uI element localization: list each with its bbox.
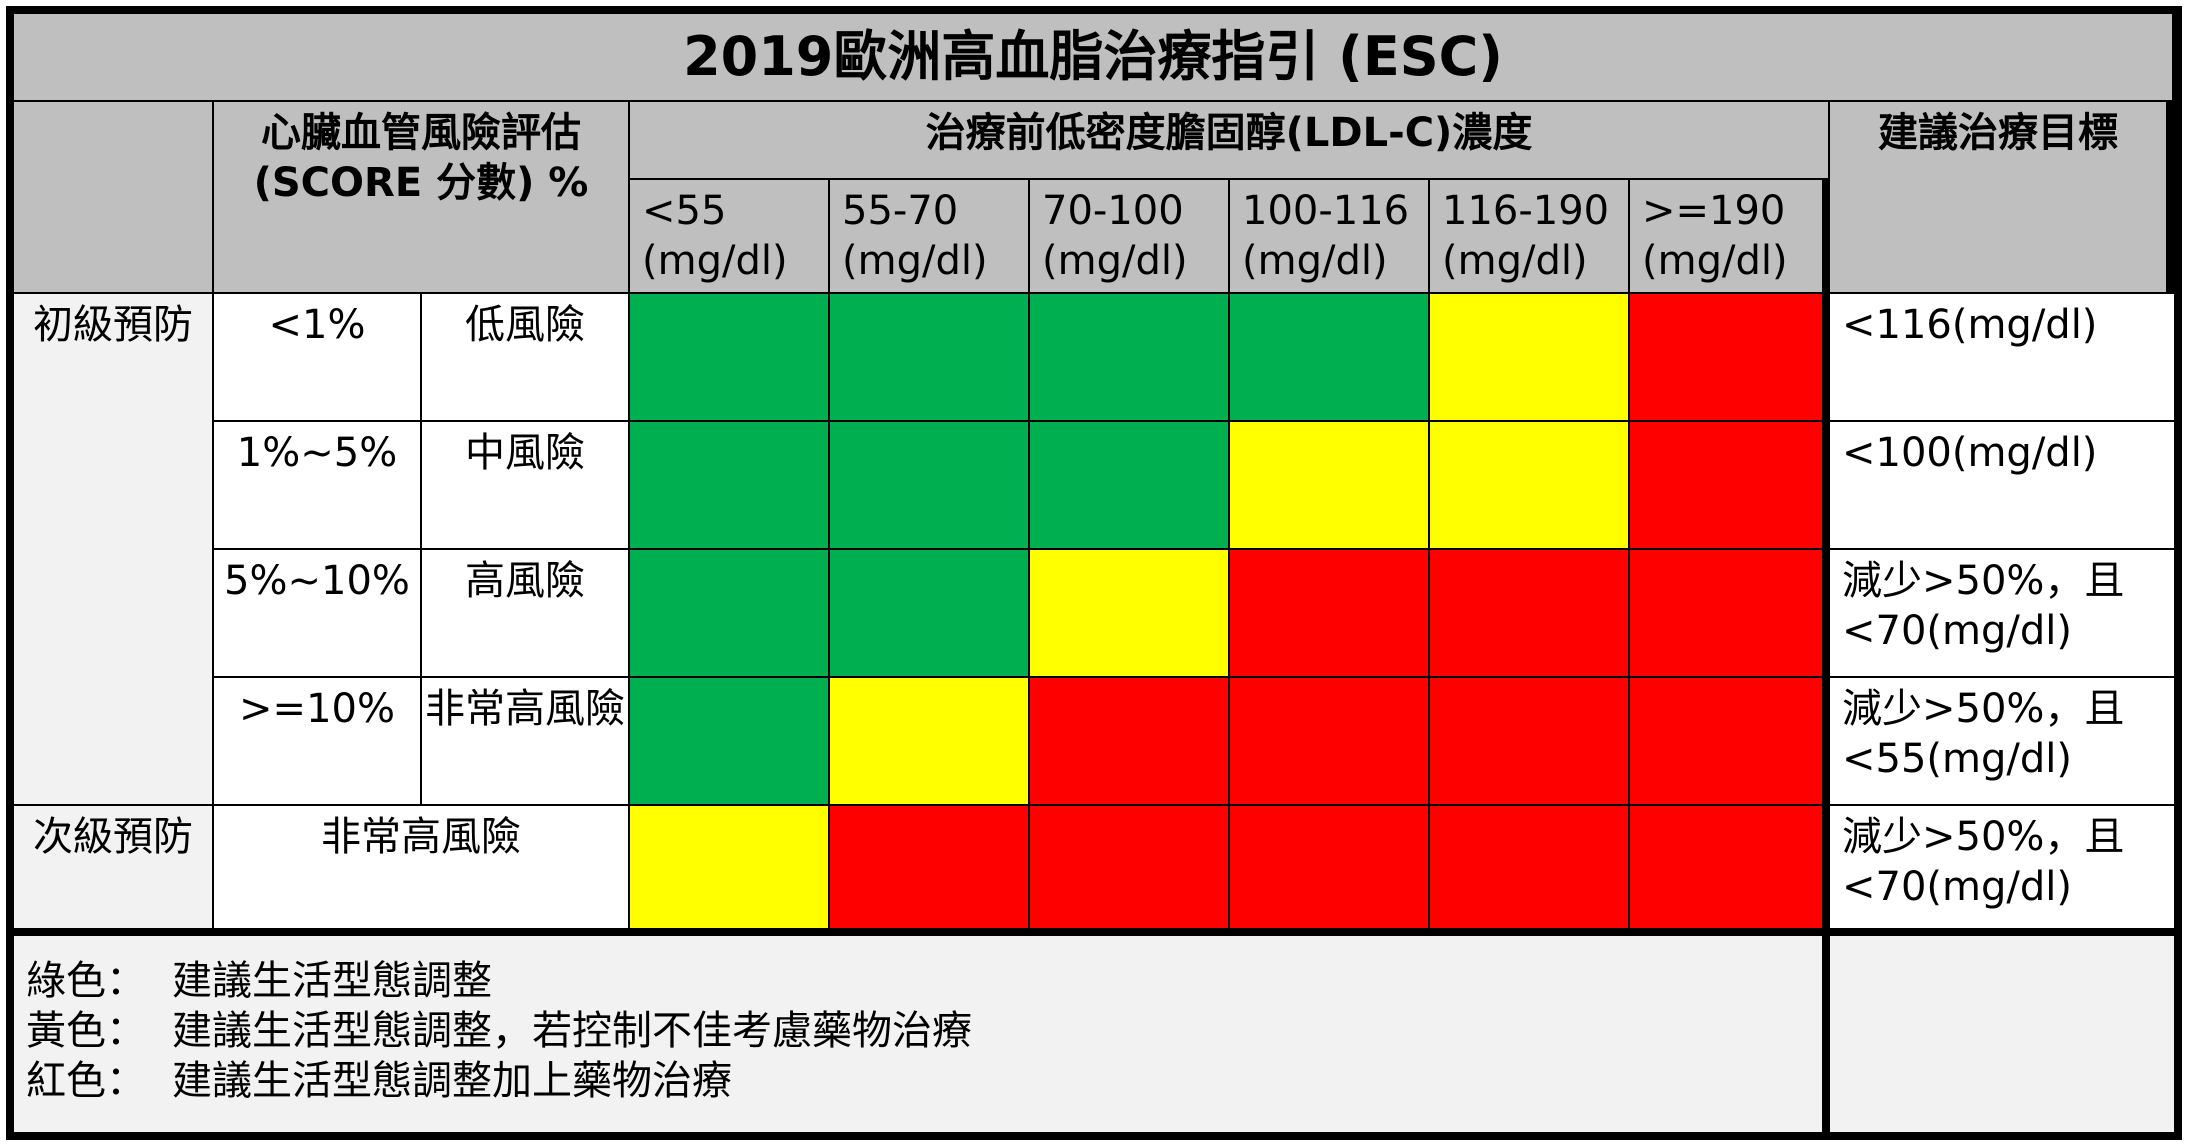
risk-matrix-cell (830, 806, 1030, 936)
color-legend: 綠色： 建議生活型態調整 黃色： 建議生活型態調整，若控制不佳考慮藥物治療 紅色… (14, 936, 1830, 1132)
risk-matrix-cell (1030, 806, 1230, 936)
ldl-range-header: >=190 (mg/dl) (1630, 180, 1830, 294)
ldl-range-value: <55 (642, 188, 727, 234)
legend-red-key: 紅色： (26, 1058, 146, 1104)
ldl-range-unit: (mg/dl) (642, 238, 788, 284)
ldl-range-value: 100-116 (1242, 188, 1410, 234)
ldl-range-unit: (mg/dl) (842, 238, 988, 284)
table-title: 2019歐洲高血脂治療指引 (ESC) (14, 14, 2174, 102)
risk-matrix-cell (1630, 422, 1830, 550)
treatment-target-cell: <100(mg/dl) (1830, 422, 2174, 550)
risk-matrix-cell (830, 550, 1030, 678)
risk-assessment-header: 心臟血管風險評估 (SCORE 分數) % (214, 102, 630, 294)
risk-matrix-cell (1430, 678, 1630, 806)
risk-matrix-cell (1230, 422, 1430, 550)
risk-matrix-cell (630, 422, 830, 550)
risk-matrix-cell (630, 294, 830, 422)
score-range-cell: >=10% (214, 678, 422, 806)
score-range-cell: 1%~5% (214, 422, 422, 550)
risk-matrix-cell (1230, 294, 1430, 422)
risk-matrix-cell (1630, 294, 1830, 422)
legend-green-text: 建議生活型態調整 (172, 958, 492, 1004)
risk-matrix-cell (1430, 550, 1630, 678)
risk-level-cell: 非常高風險 (422, 678, 630, 806)
ldl-range-header: 116-190 (mg/dl) (1430, 180, 1630, 294)
risk-matrix-cell (830, 678, 1030, 806)
legend-yellow: 黃色： 建議生活型態調整，若控制不佳考慮藥物治療 (26, 1006, 1822, 1056)
treatment-target-cell: <116(mg/dl) (1830, 294, 2174, 422)
risk-level-cell: 高風險 (422, 550, 630, 678)
risk-matrix-cell (630, 678, 830, 806)
ldl-range-value: 55-70 (842, 188, 959, 234)
risk-matrix-cell (1030, 422, 1230, 550)
secondary-treatment-target-cell: 減少>50%，且<70(mg/dl) (1830, 806, 2174, 936)
legend-yellow-text: 建議生活型態調整，若控制不佳考慮藥物治療 (172, 1008, 972, 1054)
ldl-range-unit: (mg/dl) (1042, 238, 1188, 284)
risk-assessment-line1: 心臟血管風險評估 (260, 110, 581, 156)
ldl-range-unit: (mg/dl) (1242, 238, 1388, 284)
score-range-cell: <1% (214, 294, 422, 422)
risk-matrix-cell (1630, 806, 1830, 936)
treatment-target-cell: 減少>50%，且<70(mg/dl) (1830, 550, 2174, 678)
ldl-range-value: >=190 (1642, 188, 1786, 234)
risk-matrix-cell (830, 422, 1030, 550)
risk-assessment-line2: (SCORE 分數) % (253, 160, 589, 206)
legend-red: 紅色： 建議生活型態調整加上藥物治療 (26, 1056, 1822, 1106)
secondary-risk-level-cell: 非常高風險 (214, 806, 630, 936)
score-range-cell: 5%~10% (214, 550, 422, 678)
ldl-range-header: 70-100 (mg/dl) (1030, 180, 1230, 294)
risk-matrix-cell (1030, 678, 1230, 806)
risk-level-cell: 低風險 (422, 294, 630, 422)
treatment-target-header: 建議治療目標 (1830, 102, 2174, 294)
treatment-target-cell: 減少>50%，且<55(mg/dl) (1830, 678, 2174, 806)
ldl-concentration-header: 治療前低密度膽固醇(LDL-C)濃度 (630, 102, 1830, 180)
risk-matrix-cell (1430, 422, 1630, 550)
secondary-prevention-label: 次級預防 (14, 806, 214, 936)
risk-matrix-cell (830, 294, 1030, 422)
risk-matrix-cell (1030, 294, 1230, 422)
risk-matrix-cell (630, 806, 830, 936)
legend-green: 綠色： 建議生活型態調整 (26, 956, 1822, 1006)
ldl-range-value: 70-100 (1042, 188, 1184, 234)
legend-green-key: 綠色： (26, 958, 146, 1004)
header-blank-corner (14, 102, 214, 294)
risk-matrix-cell (1630, 678, 1830, 806)
risk-matrix-cell (630, 550, 830, 678)
risk-level-cell: 中風險 (422, 422, 630, 550)
risk-matrix-cell (1430, 294, 1630, 422)
ldl-range-value: 116-190 (1442, 188, 1610, 234)
risk-matrix-cell (1230, 550, 1430, 678)
legend-yellow-key: 黃色： (26, 1008, 146, 1054)
ldl-range-unit: (mg/dl) (1442, 238, 1588, 284)
ldl-range-header: 55-70 (mg/dl) (830, 180, 1030, 294)
risk-matrix-cell (1230, 678, 1430, 806)
risk-matrix-cell (1630, 550, 1830, 678)
primary-prevention-label: 初級預防 (14, 294, 214, 806)
risk-matrix-cell (1030, 550, 1230, 678)
guideline-table: 2019歐洲高血脂治療指引 (ESC) 心臟血管風險評估 (SCORE 分數) … (6, 6, 2182, 1140)
risk-matrix-cell (1430, 806, 1630, 936)
risk-matrix-cell (1230, 806, 1430, 936)
ldl-range-header: <55 (mg/dl) (630, 180, 830, 294)
legend-blank-target-column (1830, 936, 2174, 1132)
ldl-range-unit: (mg/dl) (1642, 238, 1788, 284)
legend-red-text: 建議生活型態調整加上藥物治療 (172, 1058, 732, 1104)
ldl-range-header: 100-116 (mg/dl) (1230, 180, 1430, 294)
